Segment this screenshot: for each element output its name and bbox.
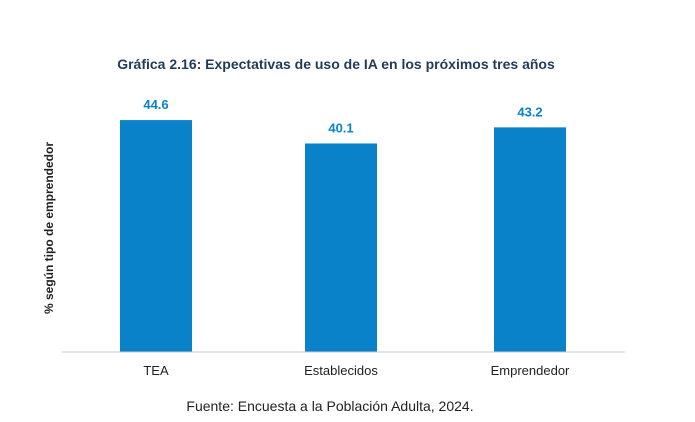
x-tick-label-group: TEA Establecidos Emprendedor xyxy=(143,363,570,378)
data-label-emprendedor: 43.2 xyxy=(517,104,542,119)
x-tick-label-tea: TEA xyxy=(143,363,169,378)
chart-title: Gráfica 2.16: Expectativas de uso de IA … xyxy=(117,56,555,72)
data-label-group: 44.6 40.1 43.2 xyxy=(143,97,542,135)
x-tick-label-emprendedor: Emprendedor xyxy=(491,363,570,378)
bar-group xyxy=(120,120,566,352)
data-label-tea: 44.6 xyxy=(143,97,168,112)
bar-tea xyxy=(120,120,192,352)
source-note: Fuente: Encuesta a la Población Adulta, … xyxy=(186,398,473,414)
y-axis-label: % según tipo de emprendedor xyxy=(42,142,56,314)
x-tick-label-establecidos: Establecidos xyxy=(304,363,378,378)
bar-establecidos xyxy=(305,143,377,352)
data-label-establecidos: 40.1 xyxy=(328,120,353,135)
bar-emprendedor xyxy=(494,127,566,352)
